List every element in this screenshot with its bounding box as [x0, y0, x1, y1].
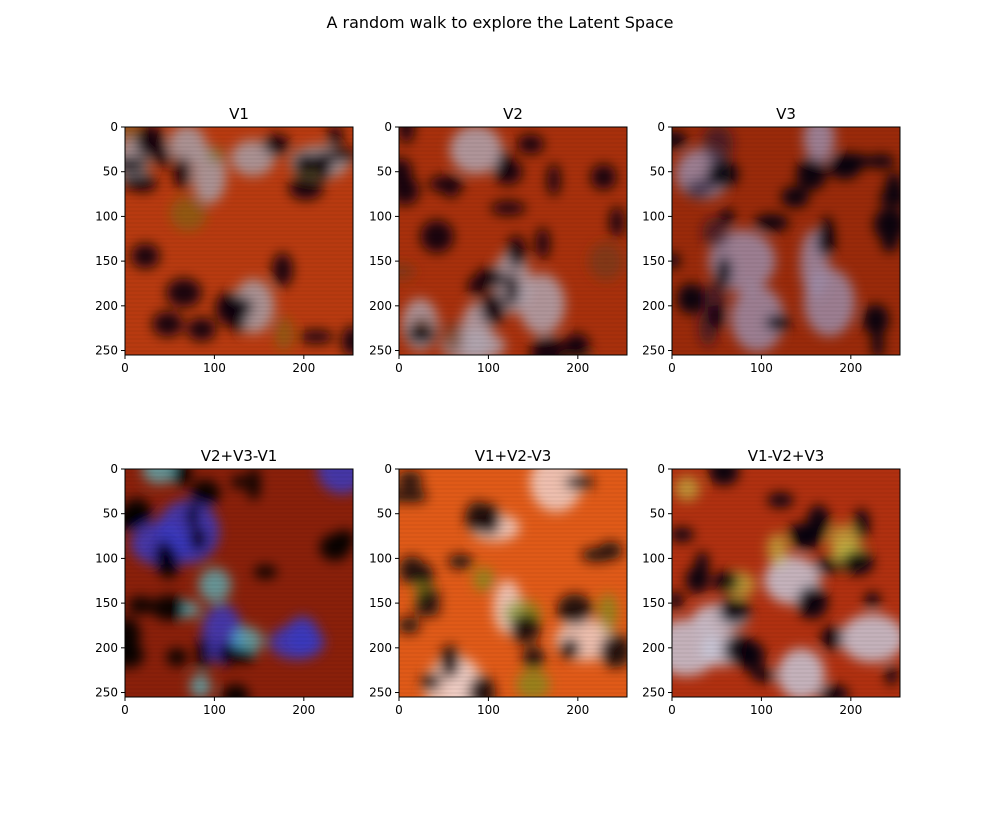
x-tick-label: 0: [668, 703, 676, 717]
subplot-title: V3: [776, 105, 796, 123]
y-tick-label: 100: [369, 551, 392, 565]
y-tick-label: 0: [384, 120, 392, 134]
y-tick-label: 100: [95, 209, 118, 223]
x-tick-label: 100: [750, 703, 773, 717]
y-tick-label: 0: [384, 462, 392, 476]
y-tick-label: 150: [95, 254, 118, 268]
subplot-title: V1-V2+V3: [748, 447, 825, 465]
image-3: [672, 127, 900, 355]
y-tick-label: 200: [642, 641, 665, 655]
subplot-3: V3 0 100 200 0 50 100 150 200 250: [642, 105, 901, 375]
y-tick-label: 250: [642, 344, 665, 358]
subplot-2: V2 0 100 200 0 50 100 150 200 250: [369, 105, 628, 375]
y-tick-label: 150: [369, 596, 392, 610]
subplot-title: V1+V2-V3: [475, 447, 552, 465]
y-tick-label: 200: [369, 299, 392, 313]
y-tick-label: 100: [369, 209, 392, 223]
x-tick-label: 100: [203, 361, 226, 375]
subplot-title: V2+V3-V1: [201, 447, 278, 465]
x-tick-label: 0: [395, 361, 403, 375]
axes-frame: [398, 126, 628, 356]
y-tick-label: 50: [377, 507, 392, 521]
axes-frame: [124, 126, 354, 356]
y-tick-label: 0: [657, 120, 665, 134]
subplot-1: V1 0 100 200 0 50 100 150 200 250: [95, 105, 354, 375]
axes-frame: [398, 468, 628, 698]
x-tick-label: 200: [839, 361, 862, 375]
y-tick-label: 150: [369, 254, 392, 268]
y-tick-label: 100: [642, 551, 665, 565]
y-tick-label: 100: [95, 551, 118, 565]
y-tick-label: 250: [642, 686, 665, 700]
y-tick-label: 200: [642, 299, 665, 313]
subplot-5: V1+V2-V3 0 100 200 0 50 100 150 200 250: [369, 447, 628, 717]
subplot-4: V2+V3-V1 0 100 200 0 50 100 150 200 250: [95, 447, 354, 717]
x-tick-label: 0: [121, 703, 129, 717]
y-tick-label: 250: [95, 344, 118, 358]
axes-frame: [671, 468, 901, 698]
x-tick-label: 100: [203, 703, 226, 717]
y-tick-label: 50: [103, 165, 118, 179]
y-tick-label: 200: [369, 641, 392, 655]
x-tick-label: 0: [668, 361, 676, 375]
x-tick-label: 200: [292, 361, 315, 375]
y-tick-label: 50: [650, 165, 665, 179]
figure-suptitle: A random walk to explore the Latent Spac…: [326, 13, 674, 32]
x-tick-label: 0: [121, 361, 129, 375]
x-tick-label: 0: [395, 703, 403, 717]
image-2: [399, 127, 627, 355]
y-tick-label: 0: [110, 462, 118, 476]
axes-frame: [124, 468, 354, 698]
subplot-6: V1-V2+V3 0 100 200 0 50 100 150 200 250: [642, 447, 901, 717]
image-5: [399, 469, 627, 697]
subplot-title: V1: [229, 105, 249, 123]
x-tick-label: 200: [566, 361, 589, 375]
y-tick-label: 100: [642, 209, 665, 223]
y-tick-label: 200: [95, 299, 118, 313]
y-tick-label: 150: [642, 254, 665, 268]
y-tick-label: 250: [369, 686, 392, 700]
y-tick-label: 0: [657, 462, 665, 476]
x-tick-label: 200: [839, 703, 862, 717]
y-tick-label: 250: [369, 344, 392, 358]
axes-frame: [671, 126, 901, 356]
y-tick-label: 250: [95, 686, 118, 700]
x-tick-label: 100: [477, 361, 500, 375]
x-tick-label: 200: [292, 703, 315, 717]
x-tick-label: 100: [477, 703, 500, 717]
image-6: [672, 469, 900, 697]
y-tick-label: 150: [95, 596, 118, 610]
image-4: [125, 469, 353, 697]
subplot-title: V2: [503, 105, 523, 123]
x-tick-label: 100: [750, 361, 773, 375]
y-tick-label: 150: [642, 596, 665, 610]
y-tick-label: 50: [377, 165, 392, 179]
y-tick-label: 50: [650, 507, 665, 521]
y-tick-label: 0: [110, 120, 118, 134]
image-1: [125, 127, 353, 355]
y-tick-label: 50: [103, 507, 118, 521]
y-tick-label: 200: [95, 641, 118, 655]
x-tick-label: 200: [566, 703, 589, 717]
